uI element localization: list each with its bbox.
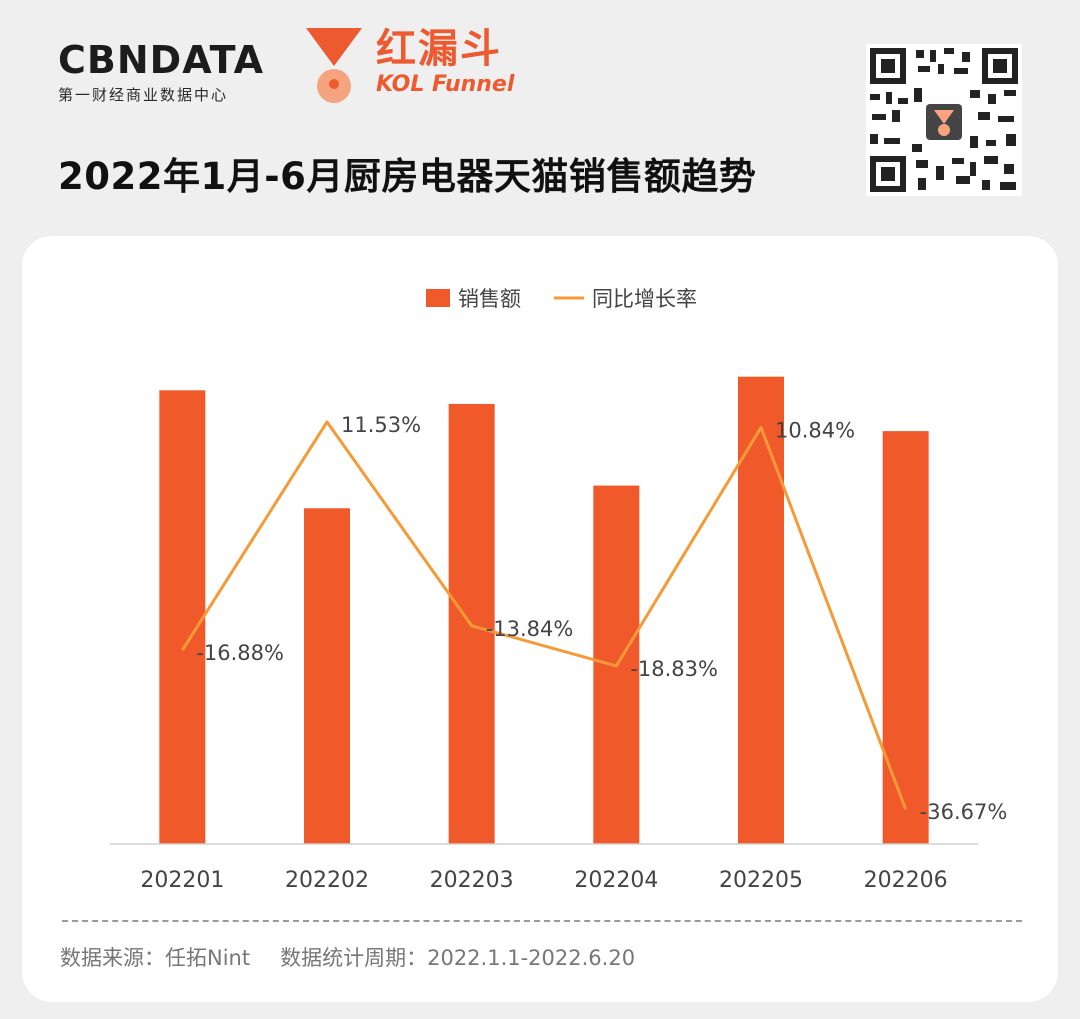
growth-rate-line — [181, 420, 908, 810]
x-tick-label-202205: 202205 — [719, 868, 803, 893]
bar-202206 — [882, 431, 929, 844]
brand-name: CBNDATA — [58, 38, 265, 82]
x-tick-label-202204: 202204 — [574, 868, 658, 893]
data-source: 数据来源：任拓Nint — [60, 946, 251, 970]
data-label-202204: -18.83% — [630, 657, 718, 681]
x-tick-label-202201: 202201 — [140, 868, 224, 893]
x-tick-label-202206: 202206 — [864, 868, 948, 893]
data-label-202203: -13.84% — [486, 617, 574, 641]
kol-funnel-cn: 红漏斗 — [376, 26, 502, 72]
bar-series — [159, 376, 929, 844]
sales-trend-chart: 销售额 同比增长率 -16.88% 11.53% -13.84% -18.83% 10.… — [110, 287, 1008, 893]
legend-swatch-sales — [426, 289, 450, 307]
chart-card: 销售额 同比增长率 -16.88% 11.53% -13.84% -18.83% 10.… — [22, 236, 1058, 1002]
x-tick-label-202203: 202203 — [430, 868, 514, 893]
x-tick-label-202202: 202202 — [285, 868, 369, 893]
x-axis-labels: 202201 202202 202203 202204 202205 202206 — [140, 868, 947, 893]
bar-202201 — [159, 390, 206, 844]
legend-label-sales: 销售额 — [458, 287, 521, 311]
data-label-202201: -16.88% — [196, 641, 284, 665]
brand-subtitle: 第一财经商业数据中心 — [58, 86, 229, 104]
data-label-202202: 11.53% — [341, 413, 421, 437]
footer-source: 数据来源：任拓Nint 数据统计周期：2022.1.1-2022.6.20 — [60, 942, 635, 972]
kol-funnel-logo: 红漏斗 KOL Funnel — [376, 26, 514, 98]
page-title: 2022年1月-6月厨房电器天猫销售额趋势 — [58, 155, 757, 198]
bar-202202 — [304, 508, 350, 844]
data-label-202205: 10.84% — [775, 418, 855, 442]
data-period: 数据统计周期：2022.1.1-2022.6.20 — [280, 946, 636, 970]
chart-legend: 销售额 同比增长率 — [426, 287, 697, 311]
footer-divider — [62, 920, 1022, 922]
cbndata-logo: CBNDATA 第一财经商业数据中心 — [58, 38, 264, 105]
data-label-202206: -36.67% — [920, 800, 1008, 824]
kol-funnel-en: KOL Funnel — [376, 72, 515, 97]
kol-funnel-icon — [306, 28, 362, 103]
bar-202205 — [738, 376, 784, 844]
header: CBNDATA 第一财经商业数据中心 红漏斗 KOL Funnel 2022年1… — [0, 0, 1080, 240]
qr-code-icon — [866, 44, 1022, 196]
growth-line-series: -16.88% 11.53% -13.84% -18.83% 10.84% -36.67% — [181, 413, 1008, 824]
legend-label-growth: 同比增长率 — [592, 287, 697, 311]
